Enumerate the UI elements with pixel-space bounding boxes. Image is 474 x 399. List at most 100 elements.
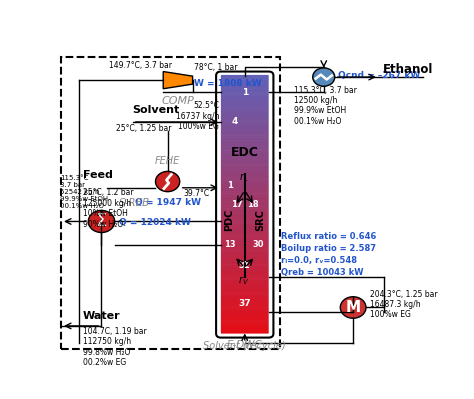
FancyBboxPatch shape: [221, 88, 269, 91]
FancyBboxPatch shape: [221, 230, 269, 233]
Text: 30: 30: [252, 240, 264, 249]
FancyBboxPatch shape: [221, 198, 269, 200]
Text: 13: 13: [224, 240, 235, 249]
Text: 25°C, 1.2 bar
125000 kg/h
10%w EtOH
90%w H₂O: 25°C, 1.2 bar 125000 kg/h 10%w EtOH 90%w…: [83, 188, 134, 229]
FancyBboxPatch shape: [221, 238, 269, 241]
FancyBboxPatch shape: [221, 178, 269, 181]
Text: 18: 18: [247, 200, 259, 209]
FancyBboxPatch shape: [221, 245, 269, 247]
FancyBboxPatch shape: [221, 301, 269, 304]
Text: $\Sigma$: $\Sigma$: [95, 212, 108, 231]
FancyBboxPatch shape: [221, 90, 269, 93]
Text: Q = 1947 kW: Q = 1947 kW: [135, 198, 201, 207]
Text: $r_L$: $r_L$: [239, 171, 248, 184]
Text: 1: 1: [227, 181, 232, 190]
FancyBboxPatch shape: [221, 159, 269, 162]
FancyBboxPatch shape: [221, 292, 269, 295]
FancyBboxPatch shape: [221, 83, 269, 86]
FancyBboxPatch shape: [221, 232, 269, 235]
FancyBboxPatch shape: [221, 109, 269, 112]
FancyBboxPatch shape: [221, 227, 269, 230]
FancyBboxPatch shape: [221, 150, 269, 153]
FancyBboxPatch shape: [221, 133, 269, 136]
Text: E-DWC: E-DWC: [227, 340, 263, 350]
FancyBboxPatch shape: [221, 107, 269, 110]
FancyBboxPatch shape: [221, 262, 269, 265]
Text: COMP: COMP: [162, 95, 194, 105]
Circle shape: [88, 210, 115, 233]
FancyBboxPatch shape: [221, 298, 269, 301]
FancyBboxPatch shape: [221, 139, 269, 142]
Text: M: M: [346, 300, 361, 315]
FancyBboxPatch shape: [221, 260, 269, 263]
FancyBboxPatch shape: [221, 122, 269, 125]
Polygon shape: [163, 71, 192, 89]
Text: W = 1808 kW: W = 1808 kW: [194, 79, 262, 88]
Text: 4: 4: [231, 117, 237, 126]
FancyBboxPatch shape: [221, 314, 269, 316]
FancyBboxPatch shape: [221, 154, 269, 157]
FancyBboxPatch shape: [221, 247, 269, 250]
Text: 78°C, 1 bar: 78°C, 1 bar: [194, 63, 237, 71]
FancyBboxPatch shape: [221, 144, 269, 146]
FancyBboxPatch shape: [221, 204, 269, 207]
FancyBboxPatch shape: [221, 219, 269, 222]
FancyBboxPatch shape: [221, 200, 269, 202]
FancyBboxPatch shape: [221, 189, 269, 192]
FancyBboxPatch shape: [221, 165, 269, 168]
FancyBboxPatch shape: [221, 251, 269, 254]
FancyBboxPatch shape: [221, 217, 269, 219]
FancyBboxPatch shape: [221, 103, 269, 106]
Circle shape: [340, 297, 366, 318]
FancyBboxPatch shape: [221, 86, 269, 89]
Text: Water: Water: [83, 311, 121, 321]
FancyBboxPatch shape: [221, 309, 269, 312]
Text: 1: 1: [242, 88, 248, 97]
FancyBboxPatch shape: [221, 271, 269, 273]
FancyBboxPatch shape: [221, 114, 269, 117]
FancyBboxPatch shape: [221, 206, 269, 209]
FancyBboxPatch shape: [221, 120, 269, 123]
FancyBboxPatch shape: [221, 111, 269, 114]
Text: 25°C, 1.25 bar: 25°C, 1.25 bar: [116, 124, 172, 132]
FancyBboxPatch shape: [221, 312, 269, 314]
FancyBboxPatch shape: [221, 148, 269, 151]
FancyBboxPatch shape: [221, 296, 269, 299]
Text: Solvent (recycle): Solvent (recycle): [203, 341, 286, 351]
FancyBboxPatch shape: [221, 118, 269, 120]
FancyBboxPatch shape: [221, 97, 269, 99]
FancyBboxPatch shape: [221, 191, 269, 194]
FancyBboxPatch shape: [221, 142, 269, 144]
FancyBboxPatch shape: [221, 129, 269, 131]
FancyBboxPatch shape: [221, 215, 269, 217]
FancyBboxPatch shape: [221, 286, 269, 288]
FancyBboxPatch shape: [221, 264, 269, 267]
FancyBboxPatch shape: [221, 101, 269, 103]
FancyBboxPatch shape: [221, 275, 269, 278]
Text: Feed: Feed: [83, 170, 113, 180]
FancyBboxPatch shape: [221, 331, 269, 334]
FancyBboxPatch shape: [221, 303, 269, 306]
FancyBboxPatch shape: [221, 223, 269, 226]
FancyBboxPatch shape: [221, 172, 269, 174]
Text: 52.5°C
16737 kg/h
100%w EG: 52.5°C 16737 kg/h 100%w EG: [175, 101, 219, 131]
Text: EDC: EDC: [231, 146, 259, 160]
Text: Qcnd = –267 kW: Qcnd = –267 kW: [338, 71, 421, 80]
FancyBboxPatch shape: [221, 202, 269, 205]
FancyBboxPatch shape: [221, 94, 269, 97]
FancyBboxPatch shape: [221, 290, 269, 293]
FancyBboxPatch shape: [221, 225, 269, 228]
Text: 104.7C, 1.19 bar
112750 kg/h
99.8%w H₂O
00.2%w EG: 104.7C, 1.19 bar 112750 kg/h 99.8%w H₂O …: [83, 327, 147, 367]
FancyBboxPatch shape: [221, 116, 269, 119]
FancyBboxPatch shape: [221, 187, 269, 190]
FancyBboxPatch shape: [221, 176, 269, 179]
FancyBboxPatch shape: [221, 126, 269, 129]
FancyBboxPatch shape: [221, 279, 269, 282]
FancyBboxPatch shape: [221, 210, 269, 213]
FancyBboxPatch shape: [221, 213, 269, 215]
FancyBboxPatch shape: [221, 135, 269, 138]
FancyBboxPatch shape: [221, 307, 269, 310]
FancyBboxPatch shape: [221, 234, 269, 237]
FancyBboxPatch shape: [221, 294, 269, 297]
FancyBboxPatch shape: [221, 256, 269, 258]
